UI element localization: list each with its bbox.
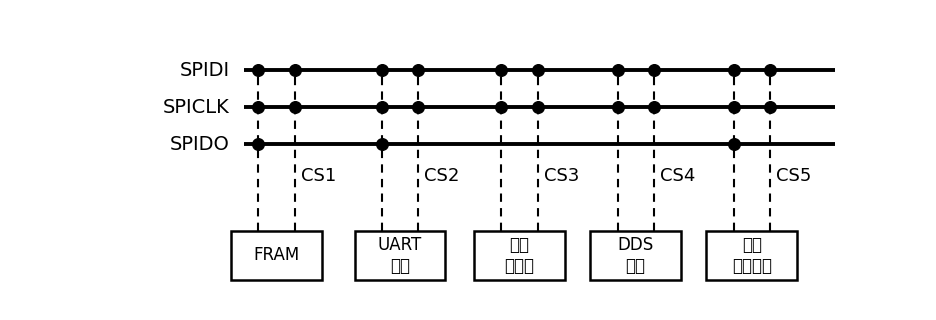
Point bbox=[374, 68, 389, 73]
Text: DDS
芯片: DDS 芯片 bbox=[618, 236, 653, 275]
Point bbox=[726, 68, 741, 73]
Point bbox=[530, 68, 545, 73]
Point bbox=[726, 105, 741, 110]
Point bbox=[411, 105, 426, 110]
Point bbox=[763, 105, 778, 110]
Point bbox=[374, 142, 389, 147]
Point bbox=[494, 68, 509, 73]
Text: 液晶
控制器: 液晶 控制器 bbox=[505, 236, 534, 275]
Bar bbox=[355, 231, 446, 280]
Point bbox=[251, 142, 266, 147]
Point bbox=[610, 68, 625, 73]
Bar bbox=[475, 231, 565, 280]
Point bbox=[763, 68, 778, 73]
Point bbox=[287, 105, 302, 110]
Bar bbox=[707, 231, 797, 280]
Point bbox=[610, 105, 625, 110]
Point bbox=[530, 105, 545, 110]
Text: SPICLK: SPICLK bbox=[163, 98, 229, 117]
Text: SPIDI: SPIDI bbox=[180, 61, 229, 80]
Bar bbox=[231, 231, 322, 280]
Text: CS4: CS4 bbox=[660, 167, 695, 185]
Point bbox=[251, 105, 266, 110]
Point bbox=[251, 68, 266, 73]
Text: SPIDO: SPIDO bbox=[169, 135, 229, 154]
Bar bbox=[591, 231, 681, 280]
Text: FRAM: FRAM bbox=[254, 246, 300, 264]
Text: CS5: CS5 bbox=[776, 167, 811, 185]
Point bbox=[494, 105, 509, 110]
Point bbox=[374, 105, 389, 110]
Text: UART
芯片: UART 芯片 bbox=[378, 236, 422, 275]
Point bbox=[287, 68, 302, 73]
Text: CS3: CS3 bbox=[544, 167, 578, 185]
Point bbox=[646, 68, 661, 73]
Point bbox=[646, 105, 661, 110]
Point bbox=[411, 68, 426, 73]
Point bbox=[726, 142, 741, 147]
Text: CS2: CS2 bbox=[424, 167, 460, 185]
Text: CS1: CS1 bbox=[300, 167, 336, 185]
Text: 电流
输出芯片: 电流 输出芯片 bbox=[732, 236, 771, 275]
